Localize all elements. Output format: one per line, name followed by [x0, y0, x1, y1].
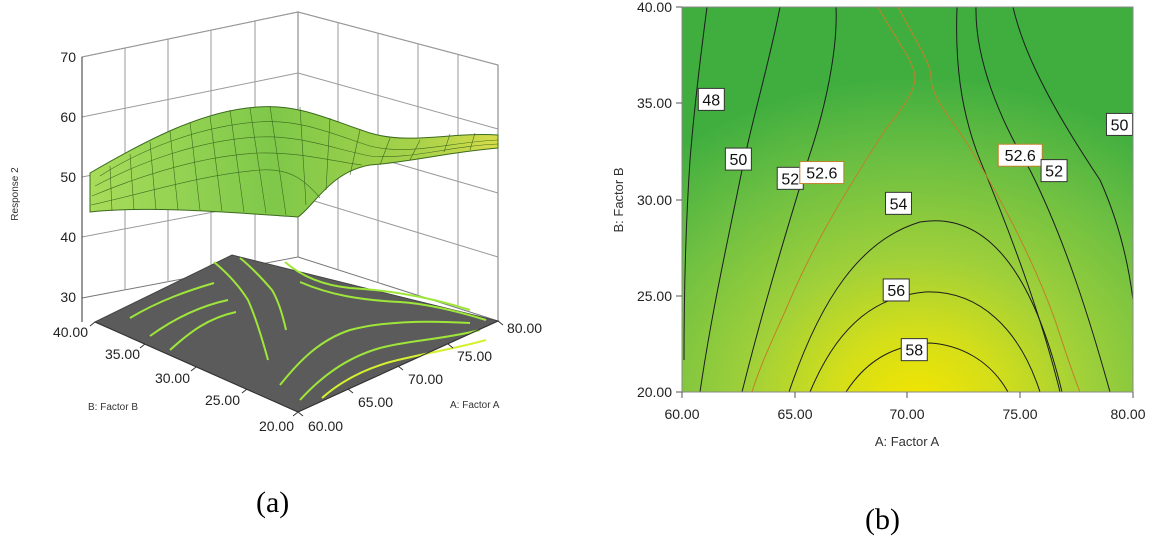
contour-x-tick: 75.00 — [1002, 406, 1037, 422]
contour-label: 52 — [776, 166, 804, 190]
contour-label-text: 52 — [781, 171, 799, 188]
contour-label-text: 52 — [1045, 164, 1063, 181]
z-tick: 40 — [60, 229, 76, 245]
y-tick: 25.00 — [205, 392, 240, 408]
y-axis-label: B: Factor B — [88, 402, 138, 413]
contour-label: 50 — [1105, 112, 1133, 136]
contour-y-tick: 40.00 — [637, 0, 672, 15]
z-tick: 70 — [60, 49, 76, 65]
y-tick: 40.00 — [53, 324, 88, 340]
contour-y-tick: 35.00 — [637, 95, 672, 111]
contour-label: 58 — [900, 338, 928, 362]
caption-a: (a) — [256, 486, 290, 519]
z-tick: 60 — [60, 109, 76, 125]
y-tick: 35.00 — [105, 346, 140, 362]
contour-y-tick: 25.00 — [637, 288, 672, 304]
contour-label: 54 — [884, 191, 912, 215]
contour-label-text: 56 — [887, 283, 905, 300]
contour-label-text: 52.6 — [1005, 148, 1036, 165]
contour-x-axis-label: A: Factor A — [875, 434, 940, 449]
contour-label: 52.6 — [997, 143, 1043, 167]
contour-x-tick: 80.00 — [1110, 406, 1145, 422]
contour-label-layer: 48 50 52 52.6 54 56 58 50 52.6 52 — [697, 87, 1133, 362]
contour-label-text: 54 — [890, 196, 908, 213]
contour-y-tick: 30.00 — [637, 192, 672, 208]
x-axis-ticks — [297, 320, 504, 417]
contour-x-tick: 60.00 — [664, 406, 699, 422]
contour-x-tick: 65.00 — [777, 406, 812, 422]
caption-b: (b) — [865, 503, 900, 536]
contour-label-text: 58 — [905, 343, 923, 360]
floor-contours — [129, 257, 487, 401]
contour-y-axis-label: B: Factor B — [611, 167, 626, 232]
saddle-contours — [751, 6, 1081, 393]
contour-label: 50 — [724, 147, 752, 171]
x-tick: 75.00 — [457, 348, 492, 364]
surface-plot: 70 60 50 40 30 Response 2 40.00 35.00 30… — [10, 11, 542, 434]
contour-label: 56 — [882, 278, 910, 302]
contour-label: 52 — [1040, 159, 1068, 183]
contour-x-tick: 70.00 — [889, 406, 924, 422]
x-tick: 60.00 — [308, 418, 343, 434]
x-tick: 80.00 — [507, 320, 542, 336]
contour-label-text: 50 — [1111, 117, 1129, 134]
z-tick: 50 — [60, 169, 76, 185]
contour-label-text: 52.6 — [806, 166, 837, 183]
surface-mesh — [90, 105, 499, 216]
x-axis-label: A: Factor A — [450, 400, 500, 411]
contour-label-text: 48 — [702, 92, 720, 109]
contour-label: 52.6 — [799, 161, 845, 185]
x-tick: 65.00 — [358, 394, 393, 410]
y-axis-ticks — [89, 321, 299, 417]
x-tick: 70.00 — [408, 371, 443, 387]
contour-label-text: 50 — [729, 152, 747, 169]
contour-plot: 48 50 52 52.6 54 56 58 50 52.6 52 60.00 65.00 70.… — [611, 0, 1146, 449]
y-tick: 20.00 — [259, 418, 294, 434]
z-tick: 30 — [60, 289, 76, 305]
z-axis-label: Response 2 — [10, 167, 21, 221]
contour-y-tick: 20.00 — [637, 384, 672, 400]
contour-ticks — [676, 6, 1134, 398]
contour-label: 48 — [697, 87, 725, 111]
contour-lines — [683, 6, 1134, 393]
y-tick: 30.00 — [155, 370, 190, 386]
